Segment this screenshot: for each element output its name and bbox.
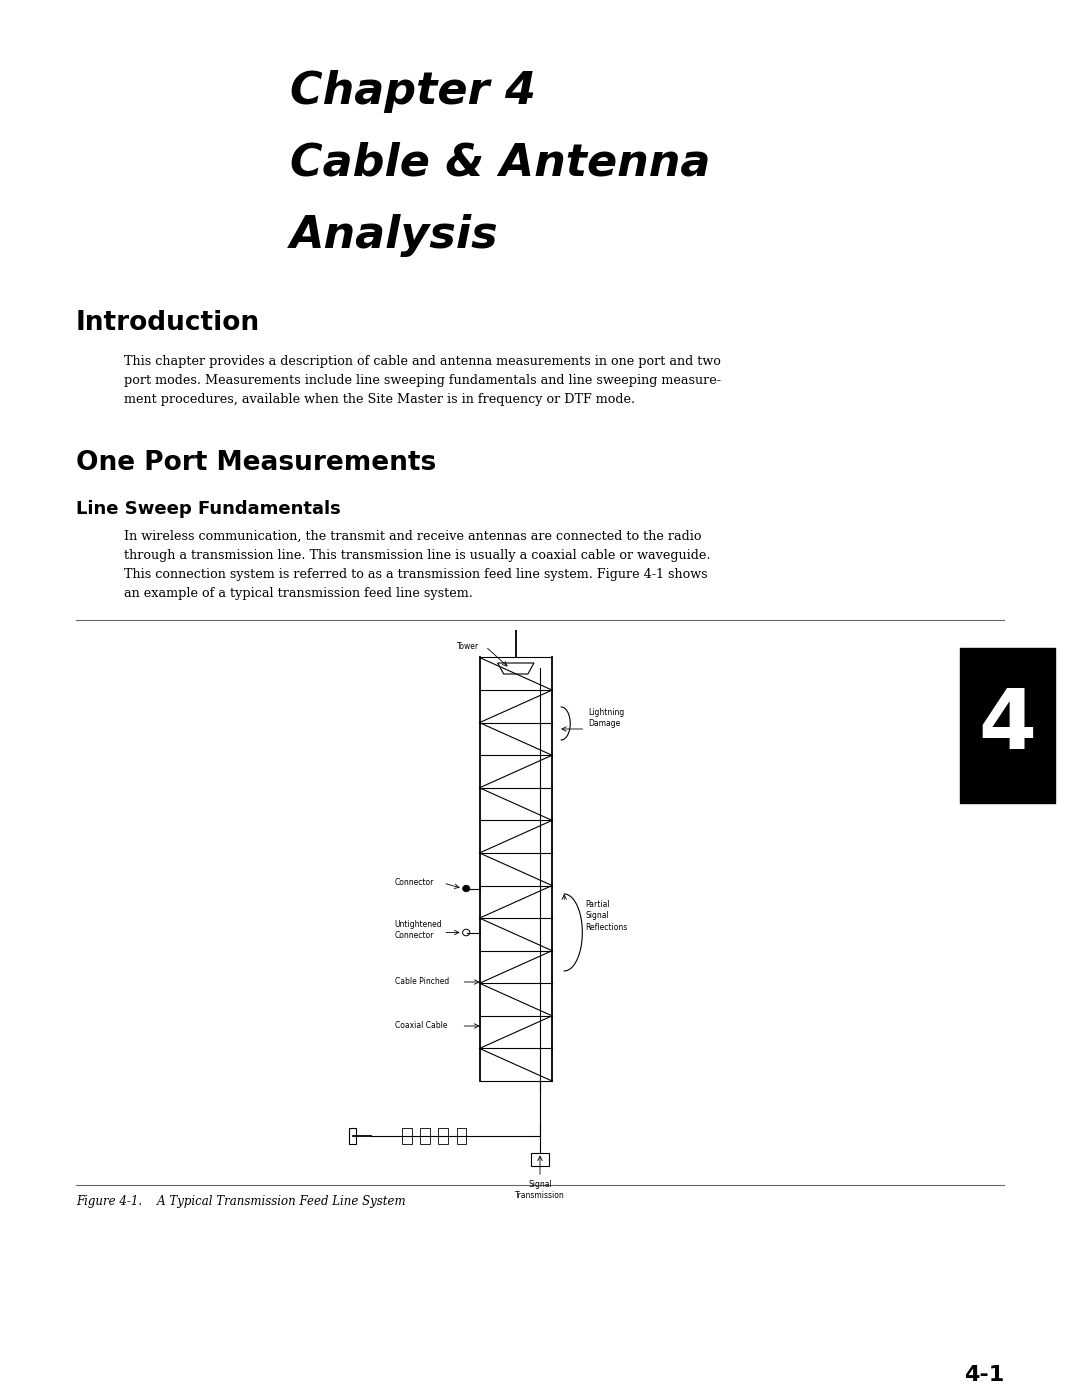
Text: In wireless communication, the transmit and receive antennas are connected to th: In wireless communication, the transmit … [124, 529, 702, 543]
Bar [457, 1127, 467, 1144]
Bar [438, 1127, 448, 1144]
Bar [402, 1127, 411, 1144]
Text: Figure 4-1.    A Typical Transmission Feed Line System: Figure 4-1. A Typical Transmission Feed … [76, 1194, 406, 1208]
Text: Introduction: Introduction [76, 310, 260, 337]
Circle shape [462, 886, 470, 891]
Bar [960, 648, 1055, 803]
Text: port modes. Measurements include line sweeping fundamentals and line sweeping me: port modes. Measurements include line sw… [124, 374, 721, 387]
Text: 4: 4 [978, 685, 1037, 766]
Text: Cable Pinched: Cable Pinched [395, 978, 449, 986]
Text: This chapter provides a description of cable and antenna measurements in one por: This chapter provides a description of c… [124, 355, 720, 367]
Text: Chapter 4: Chapter 4 [291, 70, 536, 113]
Bar [350, 1127, 355, 1144]
Bar [531, 1153, 549, 1166]
Text: 4-1: 4-1 [963, 1365, 1004, 1384]
Text: Partial
Signal
Reflections: Partial Signal Reflections [585, 901, 627, 932]
Text: Line Sweep Fundamentals: Line Sweep Fundamentals [76, 500, 341, 518]
Text: an example of a typical transmission feed line system.: an example of a typical transmission fee… [124, 587, 473, 599]
Polygon shape [498, 664, 534, 673]
Bar [420, 1127, 430, 1144]
Text: This connection system is referred to as a transmission feed line system. Figure: This connection system is referred to as… [124, 569, 707, 581]
Text: Connector: Connector [395, 879, 434, 887]
Text: One Port Measurements: One Port Measurements [76, 450, 436, 476]
Circle shape [462, 929, 470, 936]
Text: Tower: Tower [458, 643, 480, 651]
Text: Coaxial Cable: Coaxial Cable [395, 1021, 447, 1031]
Text: Cable & Antenna: Cable & Antenna [291, 142, 711, 184]
Text: Lightning
Damage: Lightning Damage [589, 708, 624, 728]
Text: Signal
Transmission: Signal Transmission [515, 1180, 565, 1200]
Text: through a transmission line. This transmission line is usually a coaxial cable o: through a transmission line. This transm… [124, 549, 711, 562]
Text: Analysis: Analysis [291, 214, 499, 257]
Text: ment procedures, available when the Site Master is in frequency or DTF mode.: ment procedures, available when the Site… [124, 393, 635, 407]
Text: Untightened
Connector: Untightened Connector [395, 919, 443, 940]
